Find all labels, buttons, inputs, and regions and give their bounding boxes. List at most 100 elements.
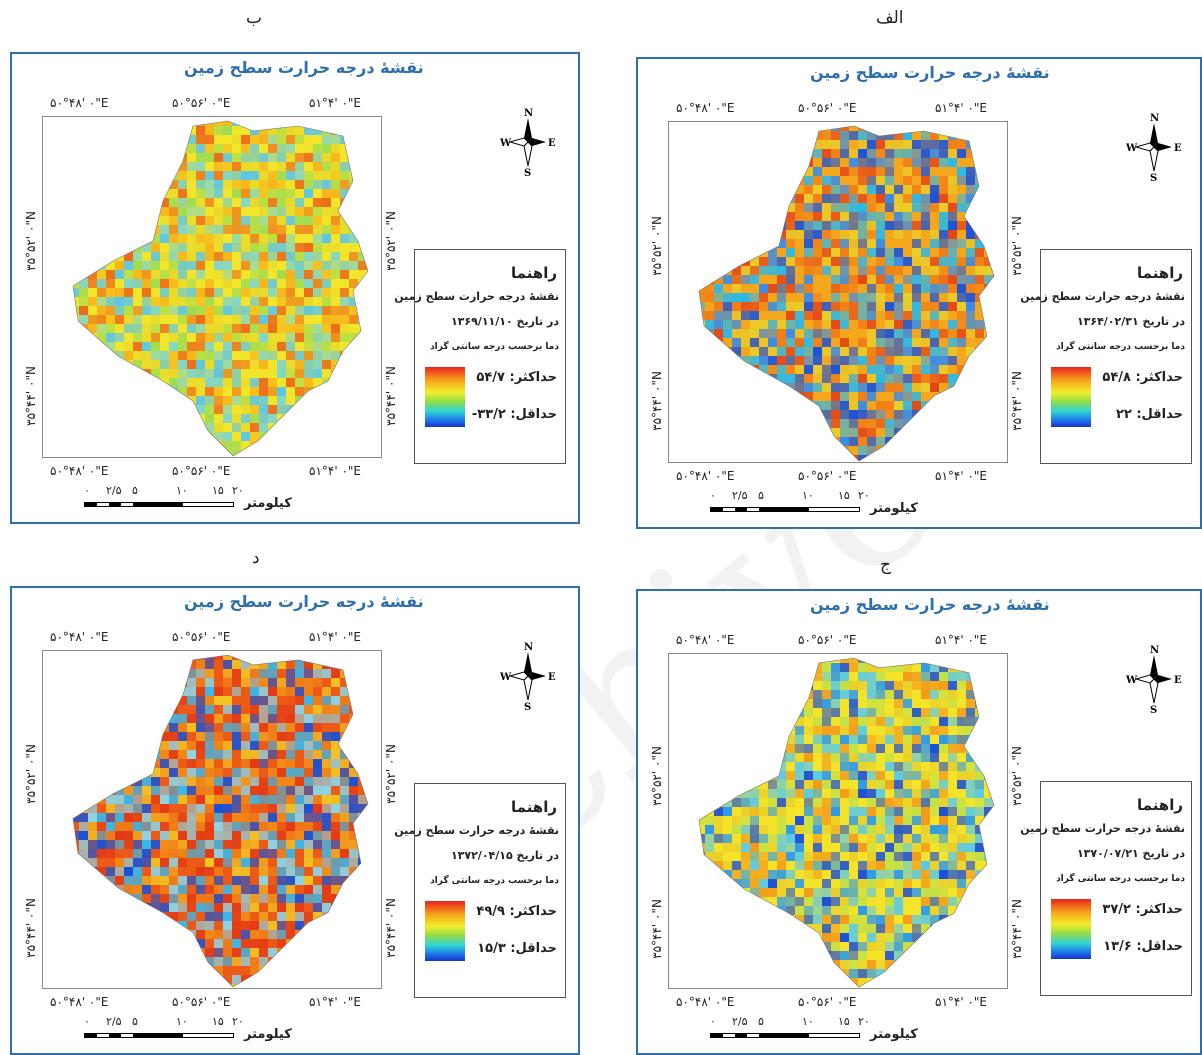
latitude-label-right: ۳۵°۵۲' ۰"N bbox=[384, 744, 398, 804]
latitude-label-left: ۳۵°۴۴' ۰"N bbox=[24, 897, 38, 958]
scale-label: ۲۰ bbox=[232, 1015, 244, 1028]
scale-bar: ۰ ۲/۵ ۵ ۱۰ ۱۵ ۲۰ کیلومتر bbox=[84, 484, 304, 514]
caption-dal: د bbox=[252, 548, 260, 568]
legend-heading: راهنما bbox=[511, 264, 557, 282]
compass-e: E bbox=[548, 672, 556, 683]
latitude-label-left: ۳۵°۴۴' ۰"N bbox=[24, 366, 38, 426]
scale-label: ۲۰ bbox=[858, 1015, 870, 1028]
compass-w: W bbox=[500, 672, 512, 683]
longitude-label-top: ۵۱°۴' ۰"E bbox=[309, 96, 361, 110]
latitude-label-left: ۳۵°۴۴' ۰"N bbox=[650, 371, 664, 431]
latitude-label-right: ۳۵°۵۲' ۰"N bbox=[1010, 746, 1024, 807]
scale-bar: ۰ ۲/۵ ۵ ۱۰ ۱۵ ۲۰ کیلومتر bbox=[710, 489, 930, 519]
north-arrow-icon: N S W E bbox=[499, 106, 556, 179]
longitude-label-top: ۵۰°۴۸' ۰"E bbox=[676, 633, 735, 647]
legend-min: حداقل: ۳۳/۲- bbox=[471, 407, 557, 422]
longitude-label-top: ۵۱°۴' ۰"E bbox=[935, 633, 987, 647]
color-ramp bbox=[1051, 899, 1091, 959]
lst-raster bbox=[72, 654, 369, 988]
latitude-label-left: ۳۵°۵۲' ۰"N bbox=[650, 746, 664, 807]
latitude-label-right: ۳۵°۵۲' ۰"N bbox=[384, 211, 398, 271]
longitude-label-top: ۵۰°۴۸' ۰"E bbox=[676, 101, 735, 115]
scale-label: ۱۰ bbox=[176, 1015, 188, 1028]
legend-line1: نقشهٔ درجه حرارت سطح زمین bbox=[394, 824, 559, 837]
legend-unit: دما برحسب درجه سانتی گراد bbox=[1056, 342, 1185, 352]
longitude-label-top: ۵۱°۴' ۰"E bbox=[935, 101, 987, 115]
legend-date: در تاریخ ۱۳۶۴/۰۲/۳۱ bbox=[1076, 315, 1185, 328]
longitude-label-bottom: ۵۰°۵۶' ۰"E bbox=[798, 995, 857, 1009]
scale-label: ۱۵ bbox=[838, 1015, 850, 1028]
panel-title: نقشهٔ درجه حرارت سطح زمین bbox=[184, 592, 424, 611]
scale-unit: کیلومتر bbox=[244, 496, 292, 511]
temperature-map bbox=[42, 650, 382, 989]
scale-label: ۵ bbox=[758, 489, 764, 502]
caption-b: ب bbox=[246, 8, 263, 28]
longitude-label-bottom: ۵۰°۴۸' ۰"E bbox=[676, 995, 735, 1009]
longitude-label-top: ۵۰°۴۸' ۰"E bbox=[50, 630, 109, 644]
legend-unit: دما برحسب درجه سانتی گراد bbox=[430, 876, 559, 886]
legend-heading: راهنما bbox=[1137, 264, 1183, 282]
scale-unit: کیلومتر bbox=[870, 501, 918, 516]
latitude-label-right: ۳۵°۴۴' ۰"N bbox=[384, 897, 398, 958]
longitude-label-bottom: ۵۰°۴۸' ۰"E bbox=[50, 464, 109, 478]
lst-raster bbox=[698, 125, 995, 462]
scale-label: ۱۰ bbox=[176, 484, 188, 497]
longitude-label-top: ۵۰°۵۶' ۰"E bbox=[172, 630, 231, 644]
temperature-map bbox=[668, 653, 1008, 989]
latitude-label-right: ۳۵°۴۴' ۰"N bbox=[1010, 371, 1024, 431]
latitude-label-right: ۳۵°۴۴' ۰"N bbox=[384, 366, 398, 426]
scale-unit: کیلومتر bbox=[870, 1027, 918, 1042]
panel-title: نقشهٔ درجه حرارت سطح زمین bbox=[810, 63, 1050, 82]
scale-label: ۱۵ bbox=[212, 484, 224, 497]
scale-bar: ۰ ۲/۵ ۵ ۱۰ ۱۵ ۲۰ کیلومتر bbox=[710, 1015, 930, 1045]
compass-w: W bbox=[1126, 143, 1138, 154]
map-panel-dal: نقشهٔ درجه حرارت سطح زمین ۵۰°۴۸' ۰"E ۵۰°۵۶… bbox=[10, 586, 580, 1055]
scale-label: ۱۵ bbox=[212, 1015, 224, 1028]
scale-label: ۰ bbox=[710, 489, 716, 502]
legend-min: حداقل: ۱۳/۶ bbox=[1103, 939, 1183, 954]
scale-label: ۲۰ bbox=[232, 484, 244, 497]
compass-n: N bbox=[1150, 645, 1159, 656]
longitude-label-bottom: ۵۱°۴' ۰"E bbox=[309, 464, 361, 478]
scale-label: ۲۰ bbox=[858, 489, 870, 502]
compass-s: S bbox=[524, 168, 531, 176]
lst-raster bbox=[72, 120, 369, 457]
legend-line1: نقشهٔ درجه حرارت سطح زمین bbox=[1020, 290, 1185, 303]
temperature-map bbox=[42, 116, 382, 458]
compass-n: N bbox=[1150, 113, 1159, 124]
longitude-label-top: ۵۱°۴' ۰"E bbox=[309, 630, 361, 644]
map-panel-b: نقشهٔ درجه حرارت سطح زمین ۵۰°۴۸' ۰"E ۵۰°۵۶… bbox=[10, 52, 580, 524]
map-legend: راهنما نقشهٔ درجه حرارت سطح زمین در تاریخ … bbox=[1020, 781, 1192, 996]
latitude-label-left: ۳۵°۵۲' ۰"N bbox=[24, 211, 38, 271]
latitude-label-left: ۳۵°۵۲' ۰"N bbox=[650, 216, 664, 276]
compass-s: S bbox=[524, 702, 531, 710]
compass-s: S bbox=[1150, 705, 1157, 713]
scale-bar: ۰ ۲/۵ ۵ ۱۰ ۱۵ ۲۰ کیلومتر bbox=[84, 1015, 304, 1045]
legend-heading: راهنما bbox=[511, 798, 557, 816]
longitude-label-bottom: ۵۰°۴۸' ۰"E bbox=[676, 469, 735, 483]
longitude-label-bottom: ۵۰°۴۸' ۰"E bbox=[50, 995, 109, 1009]
latitude-label-left: ۳۵°۵۲' ۰"N bbox=[24, 744, 38, 804]
compass-w: W bbox=[500, 138, 512, 149]
compass-w: W bbox=[1126, 675, 1138, 686]
map-legend: راهنما نقشهٔ درجه حرارت سطح زمین در تاریخ … bbox=[1020, 249, 1192, 464]
panel-title: نقشهٔ درجه حرارت سطح زمین bbox=[184, 58, 424, 77]
caption-jim: ج bbox=[880, 555, 891, 575]
legend-max: حداکثر: ۵۴/۷ bbox=[476, 370, 557, 385]
color-ramp bbox=[425, 901, 465, 961]
scale-label: ۵ bbox=[132, 1015, 138, 1028]
scale-unit: کیلومتر bbox=[244, 1027, 292, 1042]
compass-e: E bbox=[1174, 675, 1182, 686]
latitude-label-left: ۳۵°۴۴' ۰"N bbox=[650, 898, 664, 959]
scale-label: ۲/۵ bbox=[106, 484, 122, 497]
longitude-label-bottom: ۵۰°۵۶' ۰"E bbox=[172, 995, 231, 1009]
north-arrow-icon: N S W E bbox=[1125, 643, 1182, 716]
latitude-label-right: ۳۵°۴۴' ۰"N bbox=[1010, 898, 1024, 959]
legend-max: حداکثر: ۴۹/۹ bbox=[476, 904, 557, 919]
compass-e: E bbox=[548, 138, 556, 149]
legend-max: حداکثر: ۵۴/۸ bbox=[1102, 370, 1183, 385]
compass-n: N bbox=[524, 108, 533, 119]
compass-s: S bbox=[1150, 173, 1157, 181]
legend-unit: دما برحسب درجه سانتی گراد bbox=[430, 342, 559, 352]
longitude-label-bottom: ۵۰°۵۶' ۰"E bbox=[798, 469, 857, 483]
